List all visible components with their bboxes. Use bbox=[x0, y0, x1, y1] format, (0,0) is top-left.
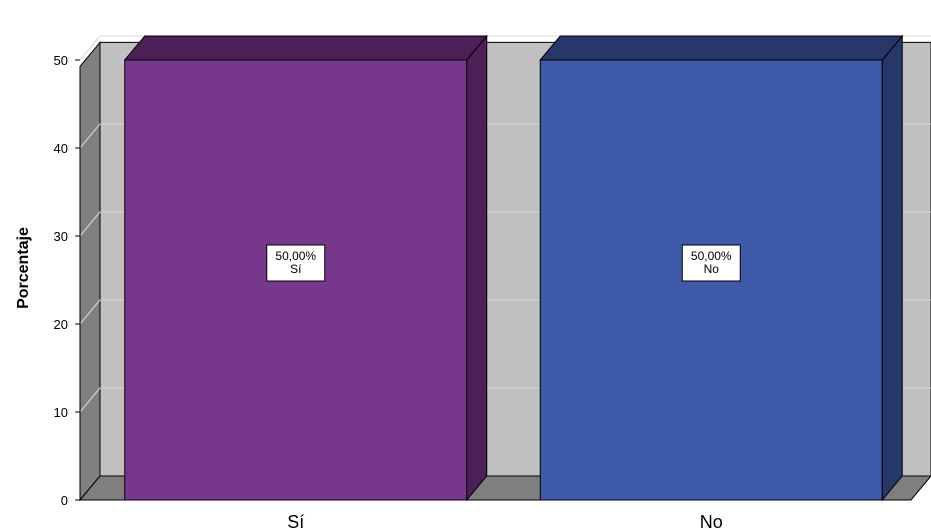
data-label-box bbox=[266, 244, 326, 282]
data-label-category: No bbox=[704, 262, 720, 276]
x-tick-label: No bbox=[700, 512, 723, 531]
x-tick-label: Sí bbox=[287, 512, 304, 531]
bar-side bbox=[466, 34, 488, 502]
x-axis: Sí No bbox=[287, 512, 723, 531]
data-label-category: Sí bbox=[290, 262, 302, 276]
y-axis: 0 10 20 30 40 50 bbox=[54, 53, 81, 508]
gridline-side bbox=[79, 35, 101, 61]
y-tick-label: 0 bbox=[61, 493, 68, 508]
y-tick-label: 30 bbox=[54, 229, 68, 244]
gridline-side bbox=[79, 123, 101, 149]
bar-top bbox=[539, 35, 904, 61]
gridline-side bbox=[79, 299, 101, 325]
data-label-value: 50,00% bbox=[275, 249, 316, 263]
gridline-side bbox=[79, 387, 101, 413]
bar-side bbox=[881, 34, 903, 502]
side-wall bbox=[79, 41, 101, 502]
bar-top bbox=[123, 35, 488, 61]
y-tick-label: 50 bbox=[54, 53, 68, 68]
y-tick-label: 20 bbox=[54, 317, 68, 332]
y-axis-label: Porcentaje bbox=[15, 227, 32, 309]
gridline-side bbox=[79, 211, 101, 237]
data-label-box bbox=[681, 244, 741, 282]
y-tick-label: 40 bbox=[54, 141, 68, 156]
data-label: 50,00%Sí bbox=[266, 244, 326, 282]
data-label: 50,00%No bbox=[681, 244, 741, 282]
bar-0: 50,00%Sí bbox=[123, 34, 488, 502]
y-tick-label: 10 bbox=[54, 405, 68, 420]
bar-1: 50,00%No bbox=[539, 34, 904, 502]
data-label-value: 50,00% bbox=[691, 249, 732, 263]
